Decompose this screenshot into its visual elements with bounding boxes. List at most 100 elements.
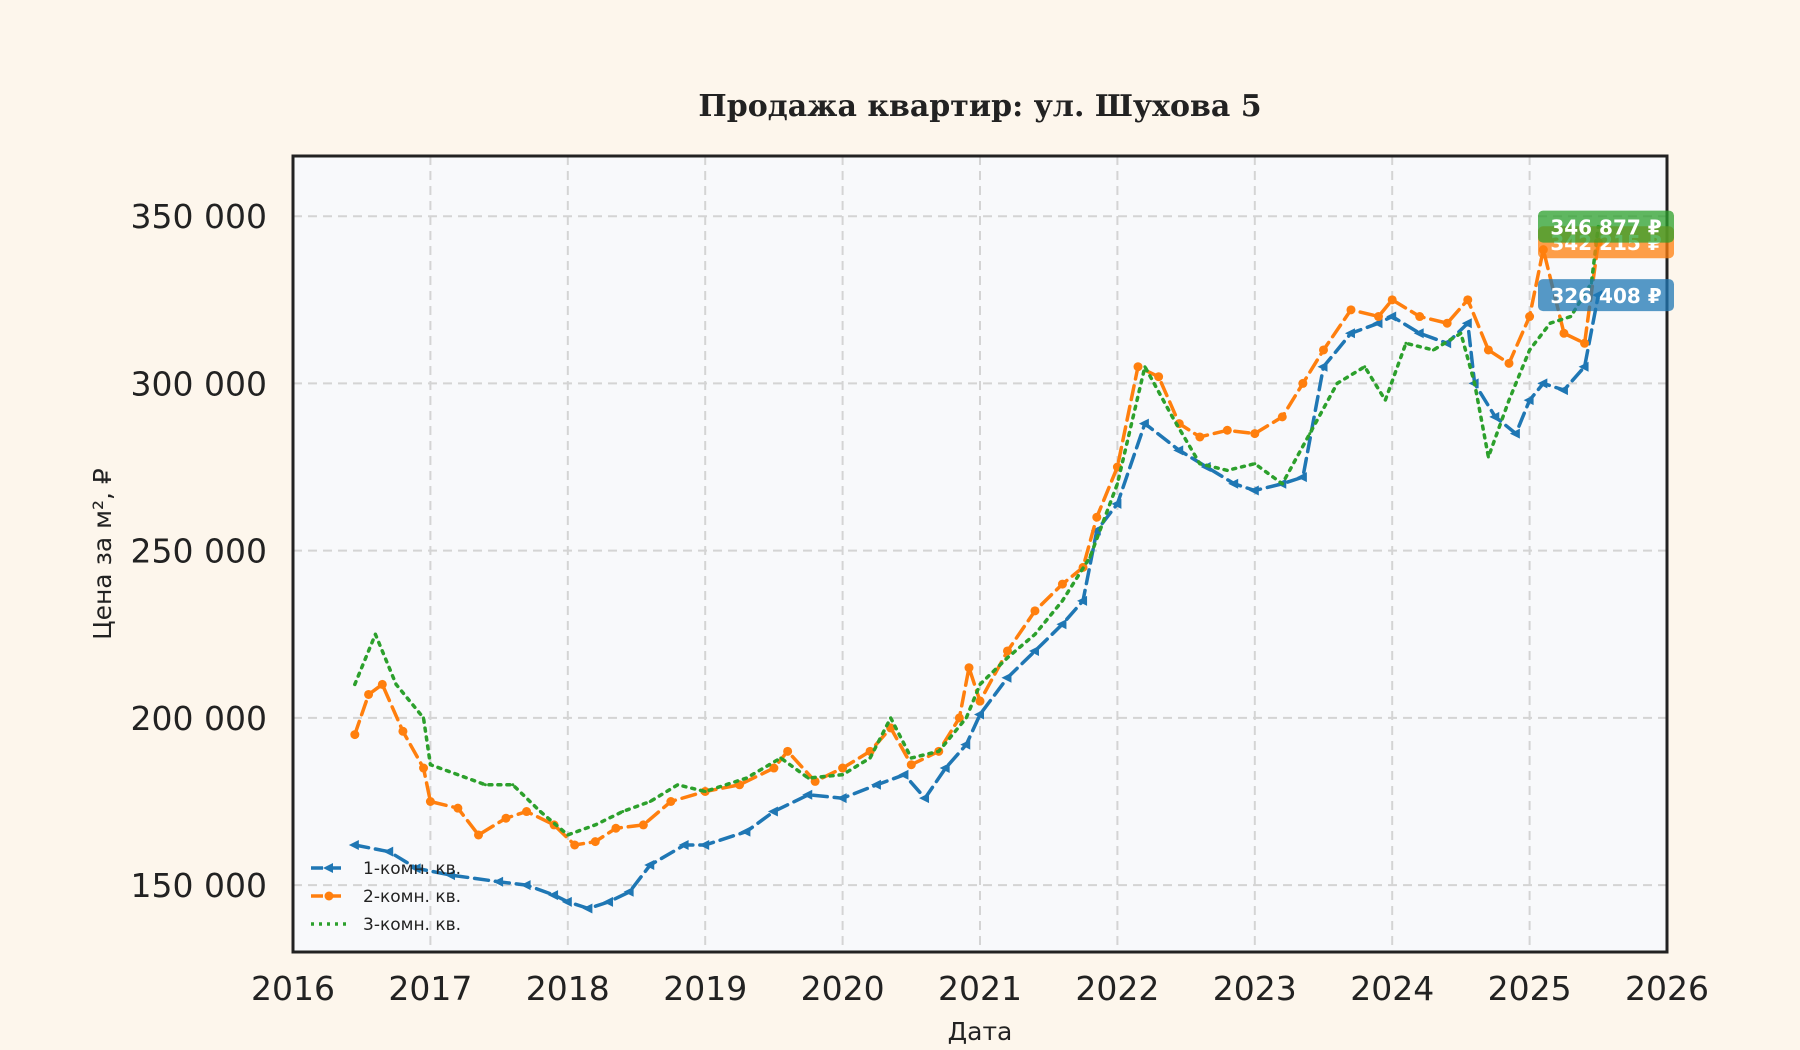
x-tick-label: 2021 — [938, 969, 1022, 1008]
data-point — [1250, 429, 1260, 439]
data-point — [1154, 372, 1164, 382]
legend-marker — [324, 891, 334, 901]
data-point — [422, 716, 426, 720]
legend: 1-комн. кв. 2-комн. кв. 3-комн. кв. — [311, 859, 461, 935]
x-tick-label: 2026 — [1625, 969, 1709, 1008]
data-point — [1489, 411, 1500, 422]
data-point — [453, 803, 463, 813]
data-point — [1317, 361, 1328, 372]
data-point — [603, 896, 614, 907]
data-point — [1143, 365, 1147, 369]
end-label-text: 346 877 ₽ — [1550, 216, 1661, 240]
data-point — [623, 886, 634, 897]
data-point — [570, 840, 580, 850]
data-point — [373, 632, 377, 636]
x-tick-label: 2024 — [1350, 969, 1434, 1008]
x-tick-label: 2018 — [526, 969, 610, 1008]
data-point — [1559, 328, 1569, 338]
data-point — [703, 789, 707, 793]
data-point — [1298, 378, 1308, 388]
data-point — [868, 756, 872, 760]
data-point — [1373, 312, 1383, 322]
data-point — [611, 823, 621, 833]
data-point — [364, 689, 374, 699]
data-point — [1459, 331, 1463, 335]
end-label-1: 326 408 ₽ — [1538, 279, 1674, 312]
data-point — [802, 789, 813, 800]
data-point — [428, 763, 432, 767]
data-point — [377, 679, 387, 689]
data-point — [1461, 318, 1472, 329]
legend-item-2: 2-комн. кв. — [311, 887, 461, 907]
data-point — [1548, 321, 1552, 325]
data-point — [744, 776, 748, 780]
data-point — [1386, 311, 1397, 322]
data-point — [425, 796, 435, 806]
data-point — [501, 813, 511, 823]
data-point — [582, 903, 593, 914]
data-point — [1277, 412, 1287, 422]
legend-item-1: 1-комн. кв. — [311, 859, 461, 879]
data-point — [1115, 482, 1119, 486]
y-tick-label: 150 000 — [131, 866, 267, 905]
data-point — [1090, 525, 1101, 536]
data-point — [740, 826, 751, 837]
data-point — [1057, 579, 1067, 589]
y-tick-label: 200 000 — [131, 699, 267, 738]
data-point — [1248, 485, 1259, 496]
data-point — [1222, 425, 1232, 435]
data-point — [493, 876, 504, 887]
data-point — [1413, 328, 1424, 339]
data-point — [1387, 295, 1397, 305]
data-point — [1504, 358, 1514, 368]
data-point — [699, 839, 710, 850]
x-axis-label: Дата — [948, 1017, 1013, 1046]
data-point — [1228, 478, 1239, 489]
data-point — [1344, 328, 1355, 339]
end-label-bg — [1538, 210, 1674, 243]
data-point — [1030, 606, 1040, 616]
data-point — [566, 833, 570, 837]
data-point — [841, 773, 845, 777]
data-point — [1383, 398, 1387, 402]
y-ticks: 150 000 200 000 250 000 300 000 350 000 — [131, 197, 267, 905]
data-point — [511, 783, 515, 787]
data-point — [561, 896, 572, 907]
data-point — [394, 682, 398, 686]
data-point — [1404, 341, 1408, 345]
legend-label: 1-комн. кв. — [363, 859, 461, 879]
data-point — [1569, 315, 1573, 319]
data-point — [939, 763, 950, 774]
data-point — [1483, 345, 1493, 355]
data-point — [838, 763, 848, 773]
data-point — [419, 763, 429, 773]
data-point — [1077, 595, 1088, 606]
data-point — [1111, 498, 1122, 509]
x-tick-label: 2025 — [1488, 969, 1572, 1008]
data-point — [1253, 462, 1257, 466]
data-point — [779, 756, 783, 760]
end-label-bg — [1538, 279, 1674, 312]
x-tick-label: 2017 — [388, 969, 472, 1008]
data-point — [889, 716, 893, 720]
data-point — [1525, 312, 1535, 322]
data-point — [1486, 455, 1490, 459]
data-point — [1170, 415, 1174, 419]
data-point — [1463, 295, 1473, 305]
x-ticks: 2016 2017 2018 2019 2020 2021 2022 2023 2024 2025… — [251, 969, 1709, 1008]
x-tick-label: 2020 — [801, 969, 885, 1008]
data-point — [909, 756, 913, 760]
data-point — [398, 726, 408, 736]
data-point — [1005, 656, 1009, 660]
data-point — [350, 730, 360, 740]
data-point — [1442, 318, 1452, 328]
data-point — [1578, 361, 1589, 372]
data-point — [974, 709, 984, 720]
data-point — [806, 776, 810, 780]
data-point — [445, 870, 456, 881]
data-point — [919, 793, 930, 804]
legend-item-3: 3-комн. кв. — [311, 915, 461, 935]
chart-title: Продажа квартир: ул. Шухова 5 — [698, 89, 1261, 124]
data-point — [1509, 428, 1520, 439]
